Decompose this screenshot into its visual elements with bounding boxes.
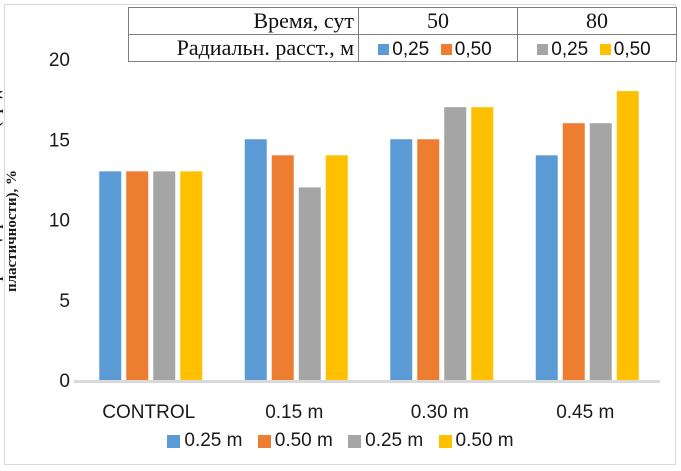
radial-distance-header: Радиальн. расст., м bbox=[128, 34, 359, 62]
legend-entry: 0.25 m bbox=[348, 430, 423, 452]
y-tick-label: 0 bbox=[59, 371, 70, 392]
time-header: Время, сут bbox=[128, 7, 359, 35]
y-tick-label: 10 bbox=[49, 211, 70, 232]
bar bbox=[180, 171, 203, 380]
bar bbox=[535, 155, 558, 380]
legend-entry-label: 0.25 m bbox=[184, 430, 243, 451]
legend-swatch-icon bbox=[599, 44, 611, 55]
chart-legend: 0.25 m 0.50 m 0.25 m 0.50 m bbox=[0, 430, 681, 454]
legend-item-label: 0,50 bbox=[454, 38, 492, 60]
bar bbox=[298, 187, 321, 380]
x-tick-label: 0.15 m bbox=[265, 402, 323, 423]
legend-group-80: 0,25 0,50 bbox=[517, 34, 677, 62]
legend-entry-label: 0.25 m bbox=[365, 430, 424, 451]
legend-item-label: 0,50 bbox=[613, 38, 651, 60]
legend-entry: 0.25 m bbox=[167, 430, 242, 452]
bar bbox=[325, 155, 348, 380]
bar bbox=[444, 107, 467, 381]
legend-entry: 0.50 m bbox=[438, 430, 514, 452]
bar bbox=[153, 171, 176, 380]
legend-table: Время, сут 50 80 Радиальн. расст., м 0,2… bbox=[128, 7, 677, 62]
bar bbox=[562, 123, 585, 380]
legend-entry-label: 0.50 m bbox=[274, 430, 333, 451]
bar bbox=[471, 107, 494, 381]
legend-item: 0,25 bbox=[537, 39, 588, 61]
time-group-50: 50 bbox=[358, 7, 518, 35]
legend-swatch-icon bbox=[537, 44, 549, 55]
legend-swatch-icon bbox=[348, 434, 362, 448]
x-tick-label: 0.45 m bbox=[556, 402, 614, 423]
y-tick-label: 20 bbox=[49, 50, 70, 71]
x-tick-label: CONTROL bbox=[102, 402, 195, 423]
legend-item-label: 0,25 bbox=[551, 38, 589, 60]
bar bbox=[417, 139, 440, 380]
legend-swatch-icon bbox=[440, 44, 452, 55]
bar bbox=[616, 91, 639, 380]
legend-entry-label: 0.50 m bbox=[455, 430, 514, 451]
bar bbox=[244, 139, 267, 380]
y-tick-label: 5 bbox=[59, 291, 70, 312]
legend-item-label: 0,25 bbox=[392, 38, 430, 60]
legend-item: 0,50 bbox=[440, 38, 492, 61]
bar bbox=[99, 171, 122, 380]
x-tick-label: 0.30 m bbox=[411, 402, 469, 423]
legend-item: 0,50 bbox=[599, 38, 651, 61]
bar bbox=[126, 171, 149, 380]
legend-item: 0,25 bbox=[378, 39, 429, 61]
legend-swatch-icon bbox=[257, 434, 271, 448]
legend-entry: 0.50 m bbox=[257, 430, 333, 452]
bar bbox=[589, 123, 612, 380]
bar bbox=[271, 155, 294, 380]
legend-group-50: 0,25 0,50 bbox=[358, 34, 518, 62]
bar bbox=[390, 139, 413, 380]
legend-swatch-icon bbox=[378, 44, 390, 55]
y-tick-label: 15 bbox=[49, 130, 70, 151]
time-group-80: 80 bbox=[517, 7, 677, 35]
legend-swatch-icon bbox=[438, 434, 452, 448]
legend-swatch-icon bbox=[167, 434, 181, 448]
